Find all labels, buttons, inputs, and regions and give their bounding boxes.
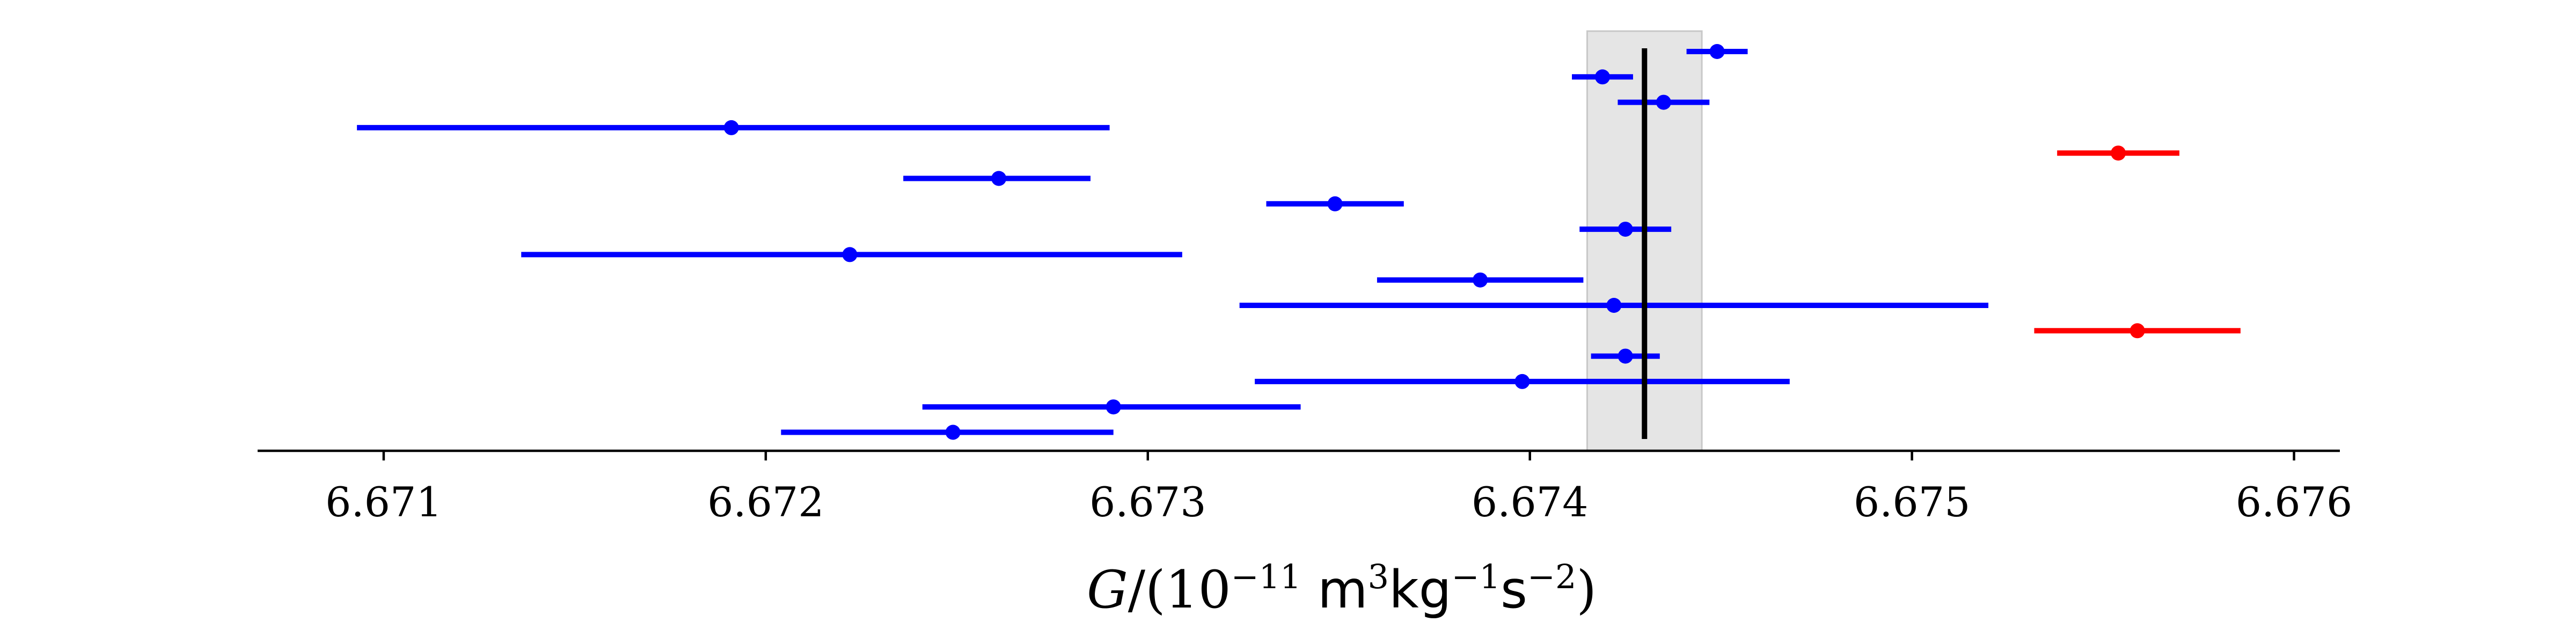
data-point (1709, 44, 1725, 59)
data-point (991, 171, 1007, 186)
data-point (1594, 69, 1610, 85)
x-tick-label: 6.676 (2236, 478, 2353, 526)
data-point (1327, 196, 1343, 211)
data-point (1514, 374, 1530, 389)
data-point (1656, 94, 1671, 110)
data-point (723, 120, 739, 135)
data-point (2129, 323, 2145, 339)
data-point (1473, 272, 1488, 288)
x-tick-label: 6.674 (1472, 478, 1589, 526)
data-point (1106, 399, 1121, 415)
data-point (842, 247, 858, 262)
x-tick-label: 6.673 (1089, 478, 1206, 526)
data-point (1618, 222, 1633, 237)
data-point (1618, 348, 1633, 364)
data-point (2111, 145, 2126, 161)
x-axis: 6.671 6.672 6.673 6.674 6.675 6.676 (258, 449, 2353, 526)
x-tick-label: 6.675 (1854, 478, 1971, 526)
x-tick-label: 6.672 (707, 478, 824, 526)
data-point (1606, 298, 1622, 313)
data-point (945, 425, 961, 440)
x-axis-label: G/(10−11 m3kg−1s−2) (1087, 557, 1597, 620)
x-tick-label: 6.671 (325, 478, 442, 526)
measurements-layer (357, 44, 2241, 440)
